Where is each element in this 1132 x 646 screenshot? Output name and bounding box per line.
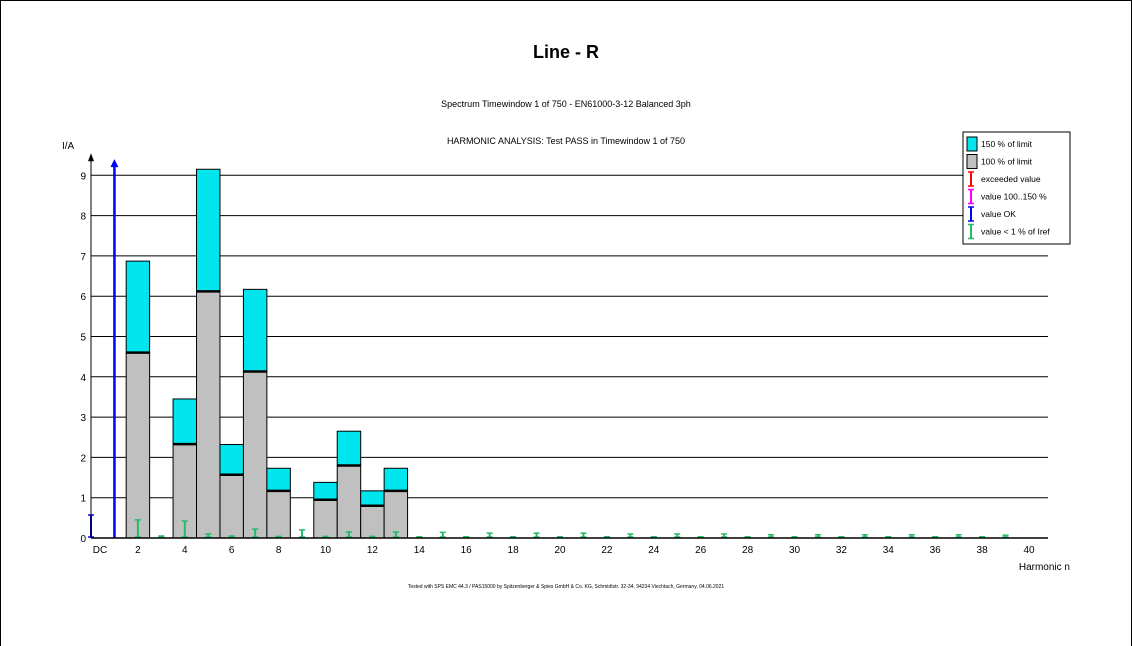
y-axis-label: I/A (62, 141, 75, 152)
y-tick-label: 0 (80, 534, 86, 545)
limit-150-bar (383, 467, 409, 492)
value-marker (392, 531, 399, 538)
limit-150-bar (360, 490, 385, 507)
legend-swatch (966, 154, 978, 169)
axes (88, 153, 1048, 539)
value-marker (533, 532, 540, 538)
x-tick-label: 12 (367, 545, 379, 556)
legend-label: value < 1 % of Iref (981, 227, 1050, 237)
limit-150-bar (266, 467, 291, 492)
limit-150-bar (196, 168, 221, 292)
value-marker (252, 528, 259, 538)
limit-100-bar (125, 352, 151, 539)
value-marker (134, 519, 141, 538)
x-tick-label: 36 (930, 545, 942, 556)
x-tick-label: 4 (182, 545, 188, 556)
x-tick-label: 22 (601, 545, 613, 556)
limit-150-bar (172, 398, 198, 445)
x-tick-label: 32 (836, 545, 848, 556)
value-marker (299, 529, 306, 538)
y-tick-label: 3 (80, 413, 86, 424)
x-tick-label: 26 (695, 545, 707, 556)
legend-label: 100 % of limit (981, 157, 1033, 167)
x-tick-label: 2 (135, 545, 141, 556)
legend-marker (968, 206, 974, 222)
limit-150-bar (336, 430, 362, 466)
limit-100-bar (383, 490, 409, 539)
x-tick-label: 28 (742, 545, 754, 556)
legend-label: 150 % of limit (981, 139, 1033, 149)
legend-marker (968, 188, 974, 205)
y-tick-label: 6 (80, 292, 86, 303)
y-tick-label: 2 (80, 453, 86, 464)
value-marker (580, 532, 587, 538)
footer-text: Tested with SPS EMC 44.3 / PAS15000 by S… (408, 584, 724, 590)
limit-100-bar (242, 371, 268, 539)
x-tick-label: 10 (320, 545, 332, 556)
limit-150-bar (125, 260, 151, 354)
y-tick-label: 4 (80, 373, 86, 384)
y-tick-label: 9 (80, 171, 86, 182)
chart-subtitle: Spectrum Timewindow 1 of 750 - EN61000-3… (441, 99, 691, 109)
limit-bars (125, 168, 409, 539)
chart-title: Line - R (533, 42, 599, 62)
legend-box (962, 131, 1071, 245)
x-tick-label: DC (93, 545, 107, 556)
legend-marker (968, 171, 974, 187)
value-arrowhead (110, 159, 119, 168)
y-axis-arrow (88, 153, 94, 162)
y-tick-label: 8 (80, 212, 86, 223)
value-marker (181, 520, 188, 538)
x-tick-label: 8 (276, 545, 282, 556)
y-tick-label: 5 (80, 333, 86, 344)
legend-swatch (966, 136, 978, 152)
value-marker (486, 532, 493, 538)
x-tick-label: 24 (648, 545, 660, 556)
x-tick-label: 20 (554, 545, 566, 556)
limit-100-bar (313, 499, 338, 539)
legend-marker (968, 223, 974, 240)
legend: 150 % of limit 100 % of limit exceeded val… (962, 131, 1071, 245)
x-tick-label: 14 (414, 545, 426, 556)
limit-100-bar (336, 464, 362, 539)
limit-100-bar (196, 290, 221, 539)
analysis-status: HARMONIC ANALYSIS: Test PASS in Timewind… (447, 136, 685, 146)
x-tick-label: 40 (1023, 545, 1035, 556)
legend-label: value OK (981, 209, 1016, 219)
legend-label: exceeded value (981, 174, 1041, 184)
x-tick-label: 38 (977, 545, 989, 556)
limit-100-bar (266, 490, 291, 539)
x-tick-label: 18 (508, 545, 520, 556)
value-marker (439, 531, 446, 538)
limit-150-bar (242, 288, 268, 373)
value-marker (345, 531, 352, 538)
y-tick-label: 7 (80, 252, 86, 263)
legend-label: value 100..150 % (981, 192, 1047, 202)
x-tick-label: 30 (789, 545, 801, 556)
x-tick-label: 16 (461, 545, 473, 556)
x-axis-label: Harmonic n (1019, 562, 1070, 573)
limit-150-bar (313, 481, 338, 501)
x-tick-label: 6 (229, 545, 235, 556)
y-tick-label: 1 (80, 494, 86, 505)
limit-150-bar (219, 444, 244, 476)
x-tick-label: 34 (883, 545, 895, 556)
limit-100-bar (219, 474, 244, 539)
limit-100-bar (360, 505, 385, 539)
